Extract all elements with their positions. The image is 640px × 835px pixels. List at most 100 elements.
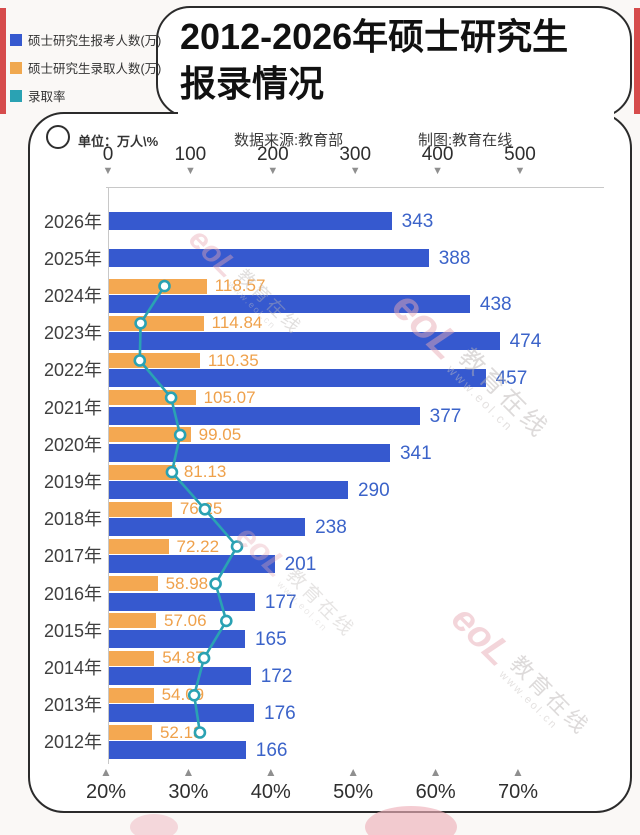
tick-value: 100 <box>174 144 207 165</box>
chart-row-2022: 2022年 110.35 457 <box>30 350 634 389</box>
year-label: 2022年 <box>43 360 102 381</box>
chart-row-2015: 2015年 57.06 165 <box>30 610 634 649</box>
top-axis-tick: 0 ▼ <box>102 144 114 177</box>
admitted-bar <box>109 650 155 666</box>
tick-value: 40% <box>250 781 291 803</box>
admitted-bar <box>109 315 204 331</box>
chart-row-2020: 2020年 99.05 341 <box>30 425 634 463</box>
chart-row-2012: 2012年 52.13 166 <box>30 723 634 762</box>
year-label: 2018年 <box>43 509 102 530</box>
applicants-value: 176 <box>264 703 296 725</box>
chart-row-2024: 2024年 118.57 438 <box>30 276 634 314</box>
year-label: 2019年 <box>43 471 102 492</box>
applicants-bar <box>109 443 390 462</box>
chart-row-2021: 2021年 105.07 377 <box>30 387 634 427</box>
applicants-bar <box>109 406 420 425</box>
admitted-bar <box>109 278 207 294</box>
triangle-up-icon: ▲ <box>100 765 112 779</box>
legend-label: 硕士研究生录取人数(万) <box>28 62 162 76</box>
tick-value: 70% <box>497 781 539 803</box>
y-axis-line <box>108 187 109 764</box>
watermark-blob <box>130 814 178 835</box>
chart-row-2018: 2018年 76.25 238 <box>30 500 634 537</box>
chart-legend: 硕士研究生报考人数(万) 硕士研究生录取人数(万) 录取率 <box>10 30 161 105</box>
applicants-bar <box>109 592 255 611</box>
bottom-axis-tick: ▲ 50% <box>333 766 373 804</box>
chart-row-2017: 2017年 72.22 201 <box>30 536 634 575</box>
triangle-up-icon: ▲ <box>264 765 277 779</box>
bottom-axis-tick: ▲ 20% <box>86 766 126 804</box>
year-label: 2020年 <box>43 434 102 455</box>
data-source-label: 数据来源:教育部 <box>234 132 344 149</box>
bottom-axis-tick: ▲ 40% <box>251 766 291 804</box>
top-axis-tick: 400 ▼ <box>422 144 454 177</box>
applicants-value: 166 <box>255 740 288 762</box>
applicants-value: 177 <box>264 591 297 613</box>
top-axis-line <box>106 187 604 188</box>
admitted-value: 81.13 <box>183 462 227 482</box>
applicants-value: 474 <box>509 331 542 353</box>
red-accent-right <box>634 8 640 114</box>
legend-label: 硕士研究生报考人数(万) <box>28 34 162 48</box>
applicants-value: 238 <box>315 517 347 539</box>
applicants-bar <box>109 294 470 313</box>
admitted-bar <box>109 576 158 592</box>
legend-swatch-icon <box>10 89 22 102</box>
year-label: 2023年 <box>43 323 102 344</box>
applicants-value: 377 <box>429 405 462 427</box>
tick-value: 300 <box>339 144 372 165</box>
triangle-down-icon: ▼ <box>432 165 444 177</box>
admitted-value: 110.35 <box>207 350 259 370</box>
triangle-down-icon: ▼ <box>102 165 114 177</box>
tick-value: 60% <box>415 781 456 803</box>
chart-panel: 单位：万人\% 数据来源:教育部 制图:教育在线 0 ▼ 100 ▼ 200 ▼ 300 ▼ 4… <box>28 112 632 813</box>
triangle-up-icon: ▲ <box>347 765 360 779</box>
admitted-value: 105.07 <box>203 387 256 407</box>
tick-value: 500 <box>504 144 536 165</box>
page-title: 2012-2026年硕士研究生 报录情况 <box>180 14 568 108</box>
circle-icon <box>46 125 70 149</box>
legend-swatch-icon <box>10 61 22 74</box>
chart-row-2016: 2016年 58.98 177 <box>30 573 634 613</box>
tick-value: 0 <box>102 144 114 165</box>
year-label: 2012年 <box>43 732 102 753</box>
triangle-down-icon: ▼ <box>349 165 361 177</box>
admitted-bar <box>109 538 169 554</box>
triangle-down-icon: ▼ <box>514 165 526 177</box>
legend-item-1: 硕士研究生录取人数(万) <box>10 58 161 77</box>
admitted-value: 72.22 <box>176 536 220 556</box>
applicants-value: 343 <box>401 210 434 232</box>
admitted-bar <box>109 687 154 703</box>
year-label: 2026年 <box>43 211 102 232</box>
bottom-axis-tick: ▲ 60% <box>416 766 456 804</box>
admitted-value: 57.06 <box>164 610 207 630</box>
year-label: 2014年 <box>43 657 102 678</box>
applicants-value: 290 <box>357 479 390 501</box>
admitted-bar <box>109 613 157 629</box>
top-axis-tick: 300 ▼ <box>339 144 372 177</box>
admitted-bar <box>109 464 176 480</box>
unit-label: 单位：万人\% <box>78 134 159 149</box>
credit-label: 制图:教育在线 <box>418 132 513 149</box>
panel-join <box>178 105 614 121</box>
top-axis-tick: 500 ▼ <box>504 144 536 177</box>
admitted-value: 58.98 <box>165 573 209 593</box>
applicants-bar <box>109 629 245 648</box>
tick-value: 50% <box>333 781 374 803</box>
applicants-bar <box>109 555 275 574</box>
admitted-value: 114.84 <box>211 313 263 333</box>
applicants-bar <box>109 211 392 230</box>
chart-row-2025: 2025年 388 <box>30 239 634 276</box>
year-label: 2015年 <box>43 620 102 641</box>
year-label: 2021年 <box>43 397 102 418</box>
admitted-bar <box>109 724 152 740</box>
chart-row-2026: 2026年 343 <box>30 202 634 239</box>
admitted-bar <box>109 352 200 368</box>
top-axis-tick: 200 ▼ <box>257 144 289 177</box>
applicants-bar <box>109 369 486 388</box>
admitted-bar <box>109 427 191 443</box>
applicants-value: 388 <box>438 247 471 269</box>
admitted-bar <box>109 501 172 517</box>
bottom-axis-tick: ▲ 30% <box>168 766 208 804</box>
